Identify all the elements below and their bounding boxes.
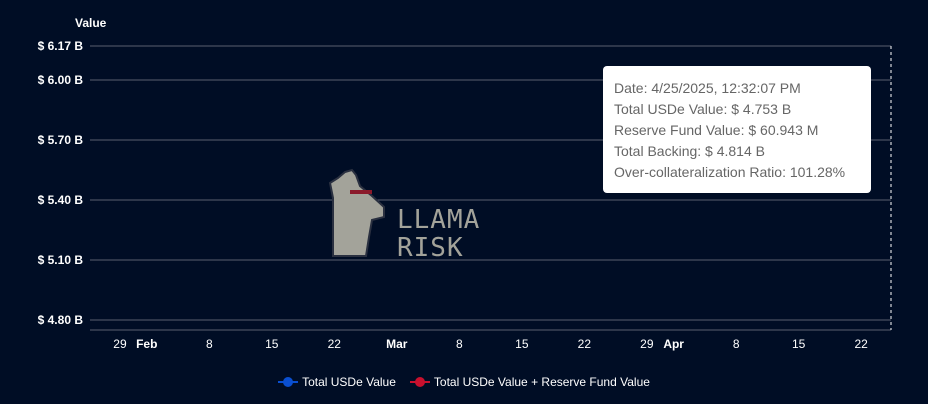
x-tick-label: 8	[733, 337, 740, 351]
x-tick-label: 22	[855, 337, 869, 351]
tooltip-date: Date: 4/25/2025, 12:32:07 PM	[614, 80, 801, 96]
x-tick-label: 8	[456, 337, 463, 351]
x-tick-label: Apr	[663, 337, 684, 351]
tooltip: Date: 4/25/2025, 12:32:07 PM Total USDe …	[603, 66, 871, 193]
legend-item-usde-plus-reserve[interactable]: Total USDe Value + Reserve Fund Value	[409, 375, 650, 389]
y-axis-title: Value	[75, 16, 107, 30]
tooltip-total-backing: Total Backing: $ 4.814 B	[614, 143, 765, 159]
x-tick-label: 15	[792, 337, 806, 351]
legend-marker-usde	[278, 377, 299, 387]
y-tick-label: $ 5.10 B	[38, 253, 84, 267]
x-tick-label: 15	[265, 337, 279, 351]
svg-text:RISK: RISK	[397, 233, 464, 263]
tooltip-ratio: Over-collateralization Ratio: 101.28%	[614, 164, 846, 180]
y-tick-label: $ 6.00 B	[38, 73, 84, 87]
legend-item-usde[interactable]: Total USDe Value	[278, 375, 396, 389]
legend-marker-usde-plus-reserve	[409, 377, 430, 387]
y-tick-label: $ 4.80 B	[38, 313, 84, 327]
x-tick-label: Mar	[386, 337, 408, 351]
svg-text:LLAMA: LLAMA	[397, 205, 480, 235]
y-tick-label: $ 6.17 B	[38, 39, 84, 53]
x-tick-label: Feb	[136, 337, 157, 351]
x-tick-label: 29	[640, 337, 654, 351]
y-tick-label: $ 5.40 B	[38, 193, 84, 207]
legend: Total USDe Value Total USDe Value + Rese…	[0, 375, 928, 389]
legend-label-usde-plus-reserve: Total USDe Value + Reserve Fund Value	[433, 375, 650, 389]
x-tick-label: 29	[113, 337, 127, 351]
tooltip-reserve-value: Reserve Fund Value: $ 60.943 M	[614, 122, 819, 138]
y-tick-label: $ 5.70 B	[38, 133, 84, 147]
x-tick-label: 22	[328, 337, 342, 351]
legend-label-usde: Total USDe Value	[302, 375, 396, 389]
tooltip-usde-value: Total USDe Value: $ 4.753 B	[614, 101, 792, 117]
x-tick-label: 22	[578, 337, 592, 351]
x-tick-label: 15	[515, 337, 529, 351]
x-tick-label: 8	[206, 337, 213, 351]
